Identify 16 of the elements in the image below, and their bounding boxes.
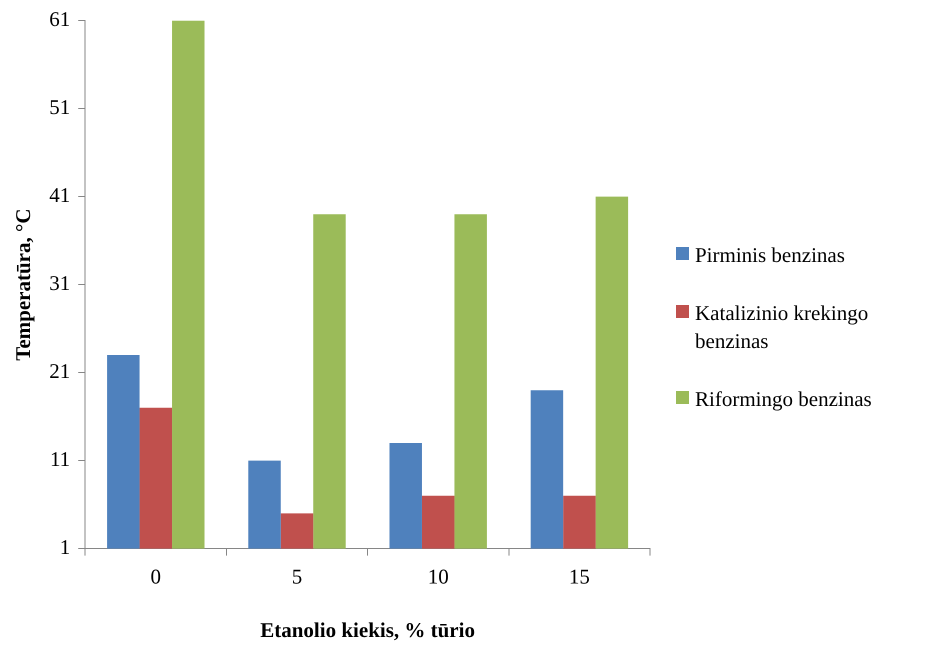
y-tick-label: 21 (49, 359, 70, 384)
y-tick-label: 31 (49, 271, 70, 296)
y-tick-label: 41 (49, 183, 70, 208)
y-tick-label: 51 (49, 95, 70, 120)
y-tick-label: 1 (60, 535, 70, 560)
legend-label: Katalizinio krekingo benzinas (695, 300, 870, 355)
x-tick-label: 15 (568, 564, 590, 589)
y-tick-label: 11 (50, 447, 70, 472)
y-tick-label: 61 (49, 7, 70, 32)
x-axis-title: Etanolio kiekis, % tūrio (260, 618, 475, 642)
legend-label: Pirminis benzinas (695, 242, 846, 269)
x-tick-label: 10 (428, 564, 449, 589)
x-tick-label: 0 (150, 564, 162, 589)
y-axis-title: Temperatūra, °C (11, 208, 36, 361)
legend-label: Riformingo benzinas (695, 386, 873, 413)
x-tick-label: 5 (292, 564, 302, 589)
